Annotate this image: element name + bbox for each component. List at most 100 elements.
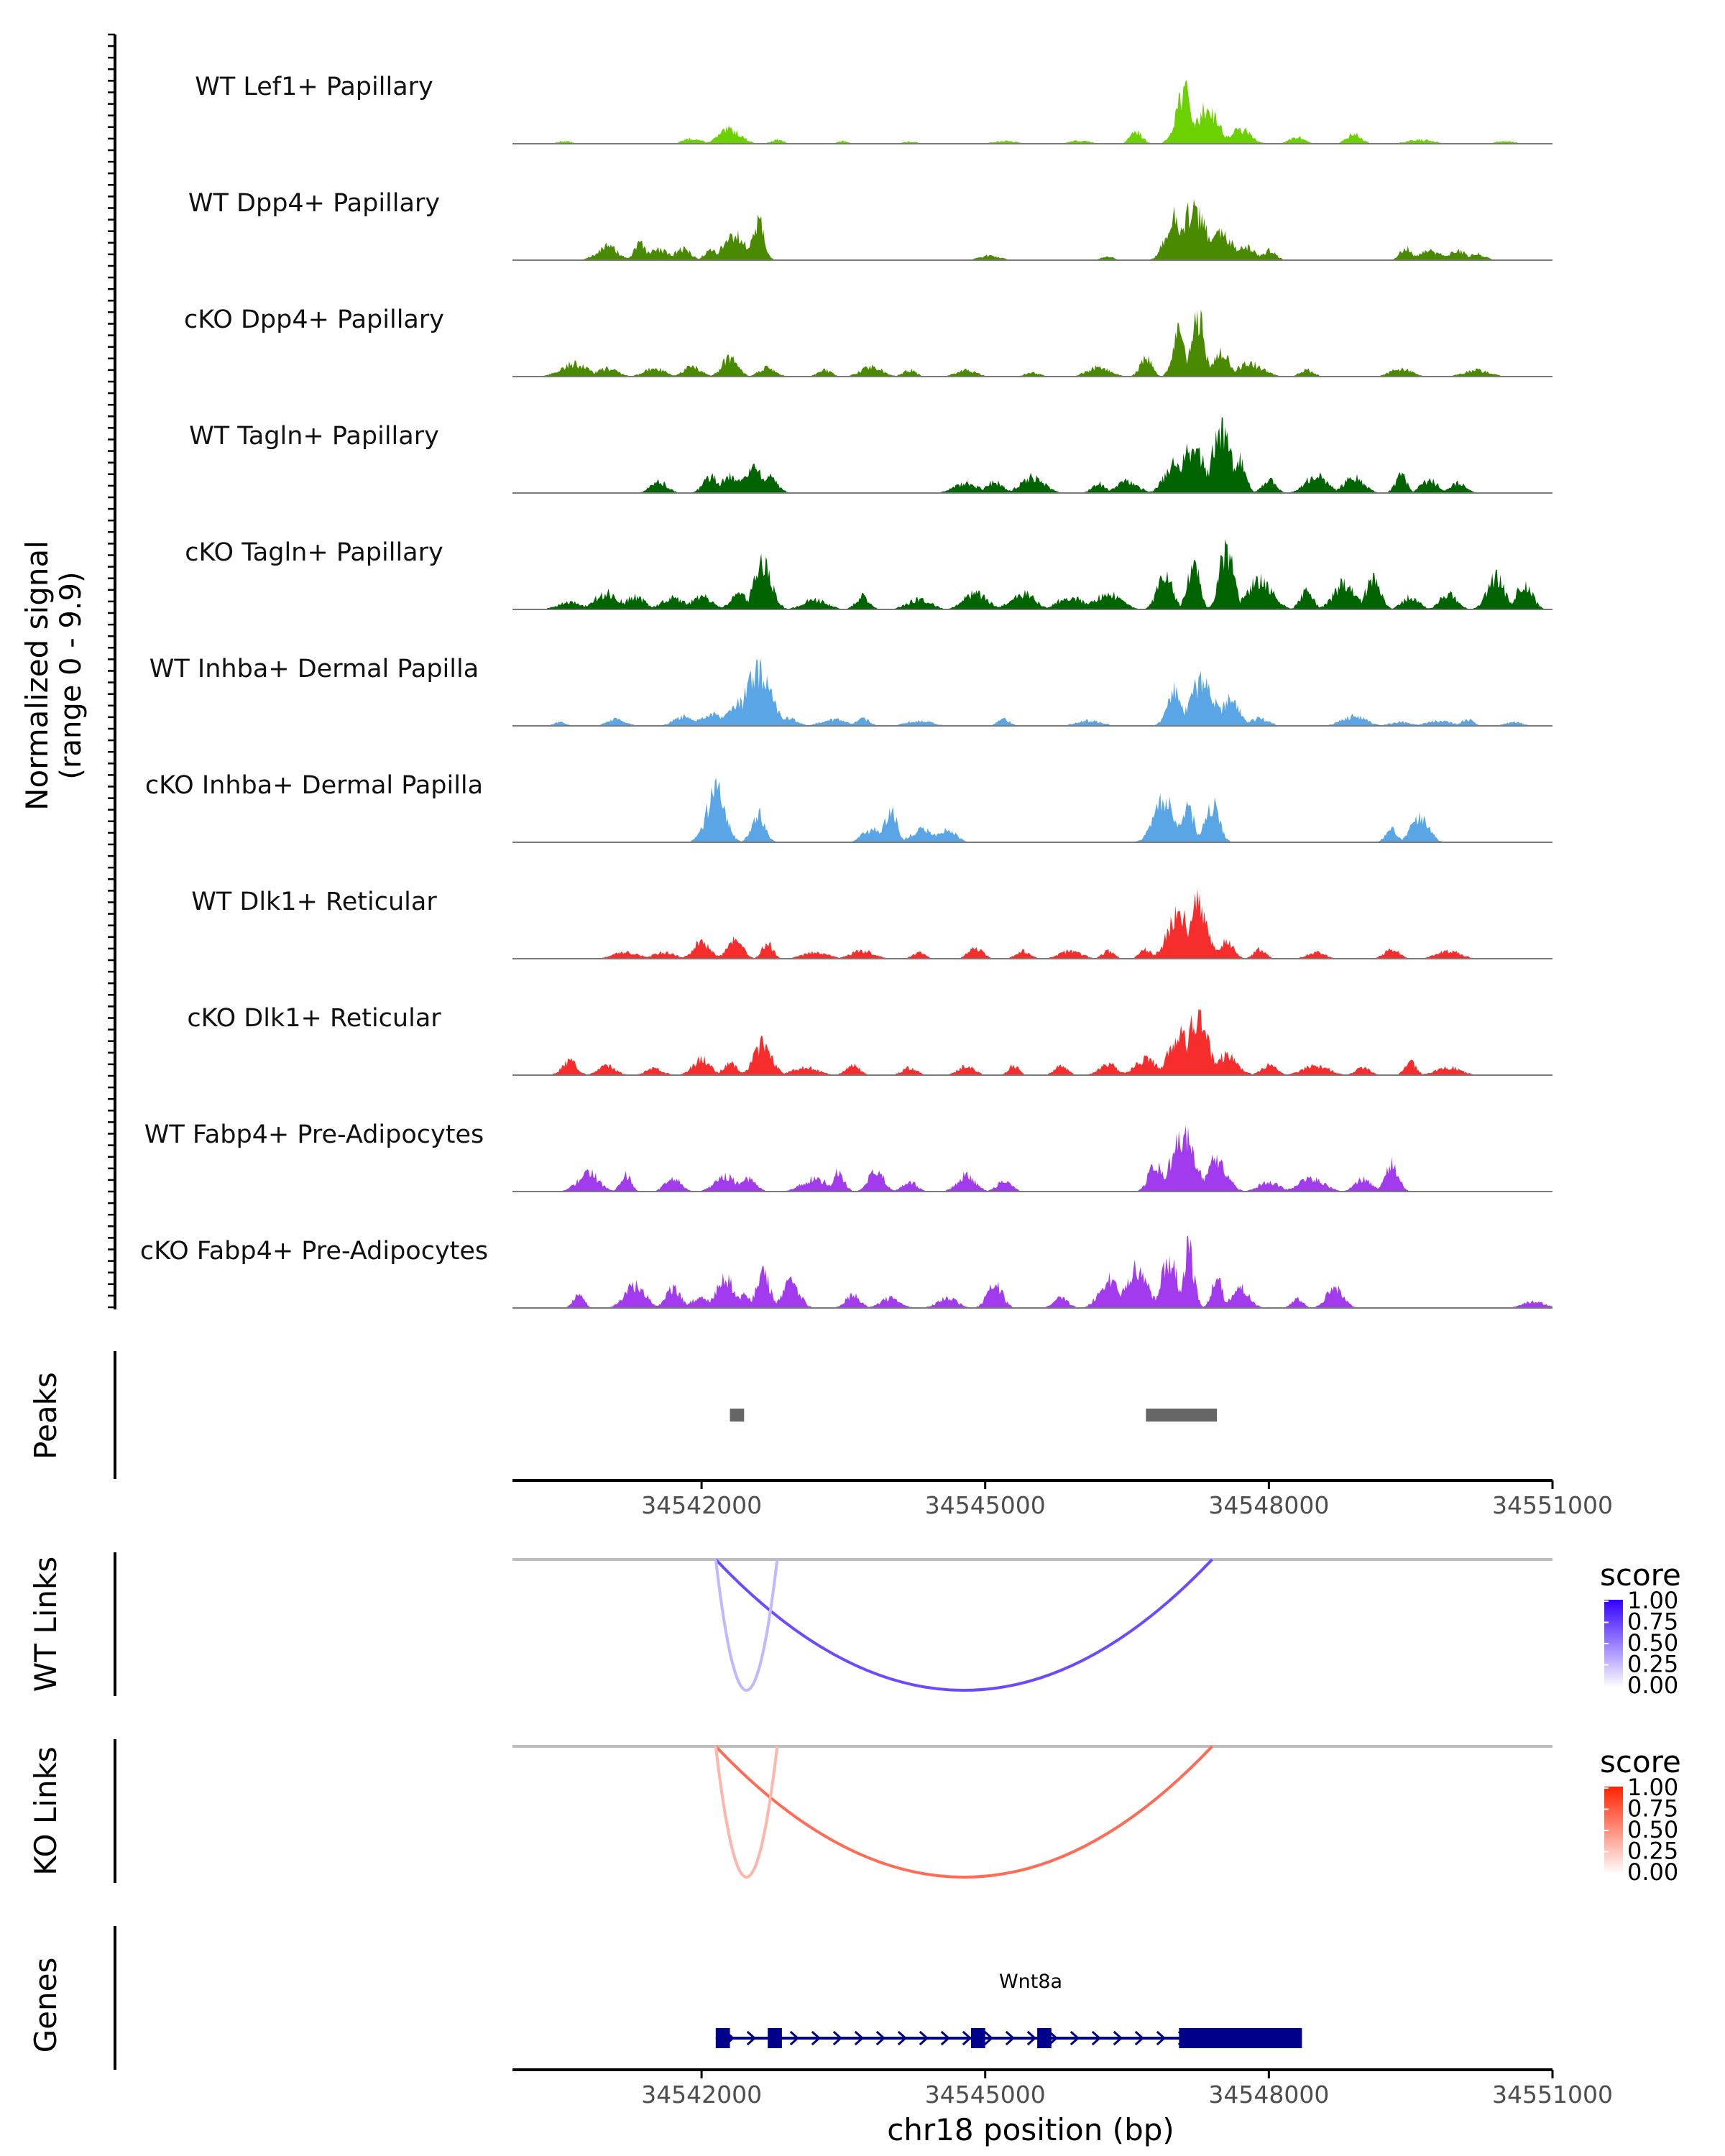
gene-name-label: Wnt8a [999,1971,1062,1993]
coverage-area [512,418,1552,493]
strand-arrow [1005,2030,1016,2046]
peaks-track-label: Peaks [28,1372,63,1460]
coverage-area [512,1008,1552,1075]
strand-arrow [962,2030,972,2046]
gene-exon [715,2028,730,2048]
strand-arrow [1113,2030,1123,2046]
coverage-area [512,1235,1552,1308]
strand-arrow [1134,2030,1145,2046]
legend-tick-label: 1.00 [1627,1587,1678,1614]
strand-arrow [746,2030,757,2046]
coverage-track: cKO Dlk1+ Reticular [187,1004,1552,1076]
peaks-track [730,1409,1218,1422]
track-label: WT Dpp4+ Papillary [188,189,440,218]
track-label: cKO Tagln+ Papillary [185,538,443,567]
coverage-area [512,80,1552,144]
legend-tick-label: 1.00 [1627,1774,1678,1801]
strand-arrow [1156,2030,1167,2046]
coverage-track: WT Dlk1+ Reticular [191,888,1552,959]
strand-arrow [1048,2030,1059,2046]
coverage-area [512,1125,1552,1192]
x-tick-label: 34548000 [1208,2081,1329,2109]
strand-arrow [1070,2030,1080,2046]
strand-arrow [1026,2030,1037,2046]
coverage-area [512,539,1552,609]
legend-tick-label: 0.00 [1627,1858,1678,1886]
gene-exon-utr [1179,2028,1302,2048]
link-arc [714,1745,1213,1879]
track-label: WT Fabp4+ Pre-Adipocytes [144,1120,484,1149]
x-tick-label: 34551000 [1492,2081,1613,2109]
gene-exon [1037,2028,1052,2048]
track-label: cKO Dlk1+ Reticular [187,1004,441,1033]
legend-tick-label: 0.75 [1627,1795,1678,1823]
coverage-track: WT Dpp4+ Papillary [188,189,1552,261]
strand-arrow [875,2030,886,2046]
coverage-track: WT Fabp4+ Pre-Adipocytes [144,1120,1552,1192]
coverage-area [512,199,1552,260]
coverage-track: WT Tagln+ Papillary [189,418,1552,494]
genes-track-label: Genes [28,1958,63,2053]
link-arc [714,1746,779,1879]
peak-region [1146,1409,1218,1422]
strand-arrow [1091,2030,1102,2046]
x-tick-label: 34545000 [925,1491,1046,1519]
link-arc [714,1559,779,1692]
track-label: cKO Dpp4+ Papillary [184,305,444,334]
strand-arrow [811,2030,822,2046]
legend-tick-label: 0.25 [1627,1651,1678,1678]
legend-tick-label: 0.00 [1627,1672,1678,1699]
x-tick-label: 34542000 [641,2081,762,2109]
coverage-track: cKO Inhba+ Dermal Papilla [145,771,1552,843]
legend-tick-label: 0.50 [1627,1629,1678,1657]
gene-exon [768,2028,782,2048]
coverage-tracks: WT Lef1+ Papillary WT Dpp4+ Papillary cKO … [140,73,1552,1309]
track-label: cKO Fabp4+ Pre-Adipocytes [140,1237,488,1266]
strand-arrow [832,2030,843,2046]
track-label: WT Tagln+ Papillary [189,422,439,451]
strand-arrow [983,2030,994,2046]
coverage-track: WT Inhba+ Dermal Papilla [150,655,1552,727]
coverage-track: WT Lef1+ Papillary [195,73,1552,144]
x-tick-label: 34548000 [1208,1491,1329,1519]
coverage-track: cKO Tagln+ Papillary [185,538,1552,610]
track-label: WT Dlk1+ Reticular [191,888,437,916]
track-label: WT Inhba+ Dermal Papilla [150,655,479,683]
x-axis-bottom: 34542000 34545000 34548000 34551000 [512,2068,1613,2109]
coverage-track: cKO Dpp4+ Papillary [184,305,1552,377]
peak-region [730,1409,745,1422]
strand-arrow [897,2030,908,2046]
legend-title: score [1600,1557,1681,1593]
x-tick-label: 34551000 [1492,1491,1613,1519]
legend-tick-label: 0.75 [1627,1608,1678,1636]
track-label: cKO Inhba+ Dermal Papilla [145,771,483,800]
coverage-track: cKO Fabp4+ Pre-Adipocytes [140,1235,1552,1309]
x-tick-label: 34542000 [641,1491,762,1519]
links-track-label: KO Links [28,1746,63,1876]
legend-title: score [1600,1744,1681,1779]
gene-exon [970,2028,985,2048]
gene-model [715,2028,1302,2048]
x-axis-title: chr18 position (bp) [887,2112,1174,2147]
coverage-area [512,309,1552,377]
strand-arrow [940,2030,951,2046]
y-axis-title: Normalized signal [19,540,55,811]
links-track-label: WT Links [28,1557,63,1692]
link-arc [714,1558,1213,1692]
coverage-area [512,888,1552,959]
legend-tick-label: 0.25 [1627,1838,1678,1865]
coverage-area [512,658,1552,726]
x-axis-top: 34542000 34545000 34548000 34551000 [512,1479,1613,1519]
track-label: WT Lef1+ Papillary [195,73,433,101]
strand-arrow [919,2030,929,2046]
strand-arrow [789,2030,800,2046]
legend-tick-label: 0.50 [1627,1816,1678,1843]
coverage-area [512,777,1552,842]
y-axis-subtitle: (range 0 - 9.9) [55,571,88,779]
coverage-y-axis [108,33,116,1309]
x-tick-label: 34545000 [925,2081,1046,2109]
